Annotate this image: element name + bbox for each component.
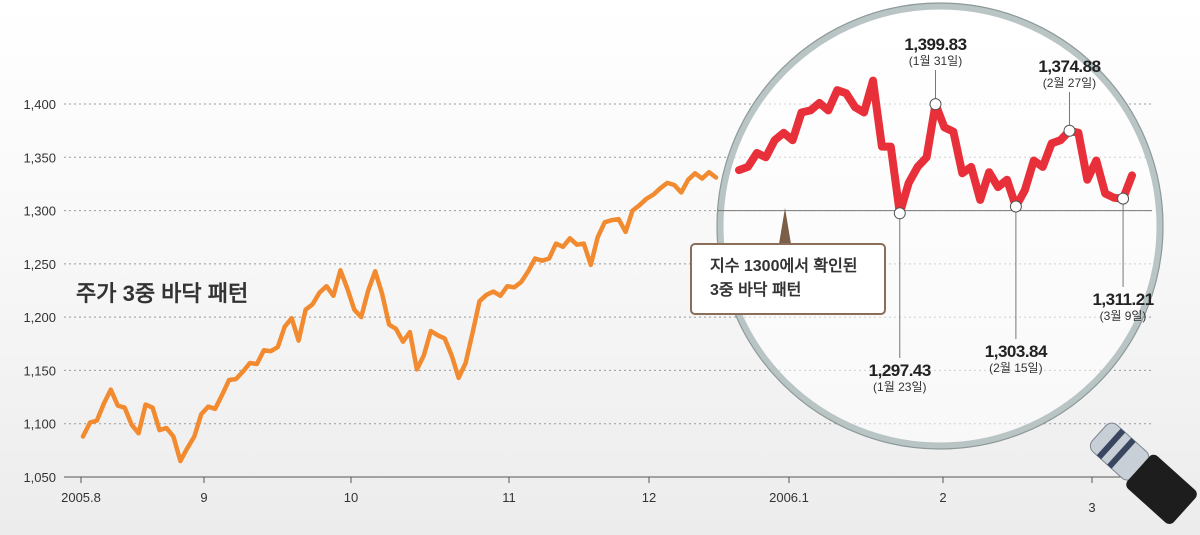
marker	[1009, 200, 1022, 213]
annotation-value: 1,303.84	[985, 342, 1048, 361]
callout-line1: 지수 1300에서 확인된	[710, 258, 858, 275]
annotation-date: (3월 9일)	[1100, 309, 1147, 323]
marker	[893, 207, 906, 220]
marker	[929, 98, 942, 111]
x-tick-label: 11	[502, 490, 516, 505]
y-tick-label: 1,200	[23, 310, 56, 325]
x-tick-label: 3	[1088, 500, 1095, 515]
annotation-value: 1,374.88	[1038, 57, 1100, 76]
x-tick-label: 2	[939, 490, 946, 505]
y-tick-label: 1,150	[23, 363, 56, 378]
y-tick-label: 1,250	[23, 257, 56, 272]
x-tick-label: 9	[200, 490, 207, 505]
annotation-date: (1월 23일)	[873, 380, 926, 394]
x-tick-label: 2006.1	[769, 490, 809, 505]
callout-line2: 3중 바닥 패턴	[710, 282, 802, 299]
magnifying-glass-icon	[716, 2, 1197, 525]
annotation-date: (1월 31일)	[909, 54, 962, 68]
y-tick-label: 1,100	[23, 417, 56, 432]
series-line-2005	[80, 169, 719, 464]
y-tick-label: 1,400	[23, 97, 56, 112]
annotation-date: (2월 15일)	[989, 361, 1042, 375]
callout-pointer	[779, 208, 791, 244]
y-tick-label: 1,350	[23, 150, 56, 165]
y-tick-label: 1,300	[23, 204, 56, 219]
y-tick-label: 1,050	[23, 470, 56, 485]
annotation-value: 1,311.21	[1092, 290, 1153, 309]
chart-title: 주가 3중 바닥 패턴	[76, 281, 248, 306]
annotation-date: (2월 27일)	[1043, 76, 1096, 90]
annotation-value: 1,297.43	[869, 361, 931, 380]
marker	[1117, 192, 1130, 205]
marker	[1063, 124, 1076, 137]
x-tick-label: 2005.8	[61, 490, 101, 505]
x-tick-label: 12	[642, 490, 656, 505]
x-tick-label: 10	[344, 490, 358, 505]
annotation-value: 1,399.83	[904, 35, 966, 54]
callout-box: 지수 1300에서 확인된 3중 바닥 패턴	[690, 243, 886, 315]
